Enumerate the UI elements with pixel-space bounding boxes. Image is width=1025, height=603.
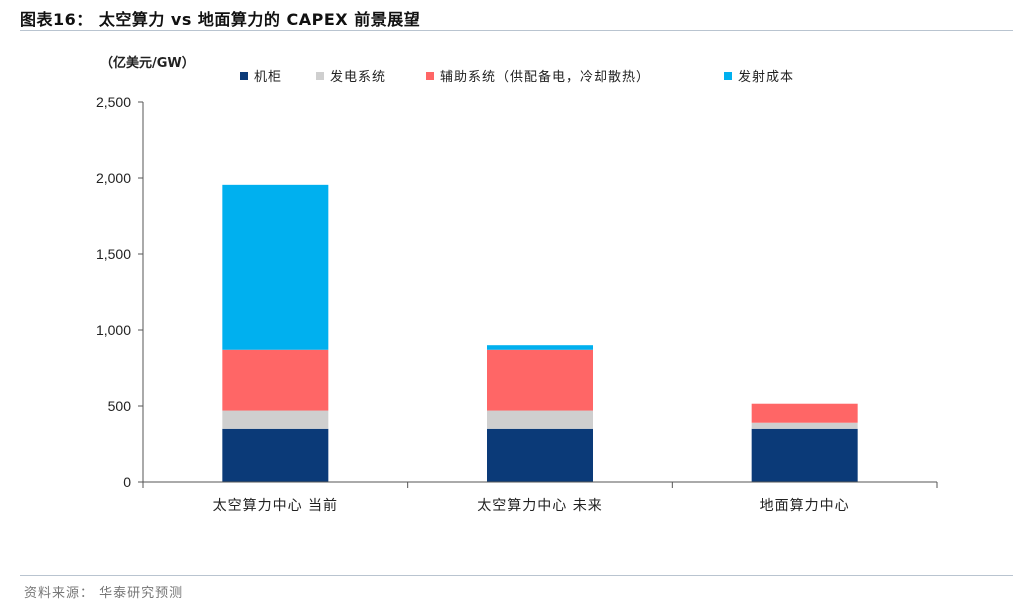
legend-label: 辅助系统（供配备电，冷却散热）	[440, 69, 650, 85]
legend-label: 机柜	[254, 70, 282, 85]
legend-label: 发射成本	[738, 69, 794, 85]
bar-segment	[487, 345, 593, 350]
y-tick-label: 1,000	[96, 322, 131, 338]
y-unit-label: （亿美元/GW）	[100, 55, 195, 71]
y-tick-label: 0	[123, 474, 131, 490]
legend-swatch	[240, 72, 248, 80]
bar-segment	[487, 428, 593, 482]
x-category-label: 太空算力中心 当前	[213, 497, 338, 514]
bar-segment	[487, 410, 593, 429]
figure-title: 图表16： 太空算力 vs 地面算力的 CAPEX 前景展望	[20, 10, 421, 29]
bars	[222, 184, 858, 482]
x-category-label: 地面算力中心	[760, 498, 850, 514]
bar-segment	[487, 349, 593, 411]
legend-swatch	[426, 72, 434, 80]
bar-segment	[222, 184, 329, 350]
bar-segment	[222, 410, 329, 429]
y-tick-label: 1,500	[96, 246, 131, 262]
bar-segment	[222, 428, 329, 482]
bar-segment	[222, 349, 329, 411]
legend: 机柜 发电系统 辅助系统（供配备电，冷却散热） 发射成本	[240, 69, 794, 85]
bar-segment	[751, 428, 858, 482]
footer-rule	[20, 575, 1013, 576]
x-axis: 太空算力中心 当前 太空算力中心 未来 地面算力中心	[142, 481, 938, 514]
legend-swatch	[316, 72, 324, 80]
y-axis: 0 500 1,000 1,500 2,000 2,500	[96, 94, 144, 490]
y-tick-label: 2,500	[96, 94, 131, 110]
y-tick-label: 500	[108, 398, 132, 414]
x-category-label: 太空算力中心 未来	[477, 498, 602, 514]
legend-swatch	[724, 72, 732, 80]
bar-segment	[751, 422, 858, 429]
y-tick-label: 2,000	[96, 170, 131, 186]
title-rule	[20, 30, 1013, 31]
legend-label: 发电系统	[330, 69, 386, 85]
source-note: 资料来源： 华泰研究预测	[24, 586, 184, 601]
bar-segment	[751, 403, 858, 423]
